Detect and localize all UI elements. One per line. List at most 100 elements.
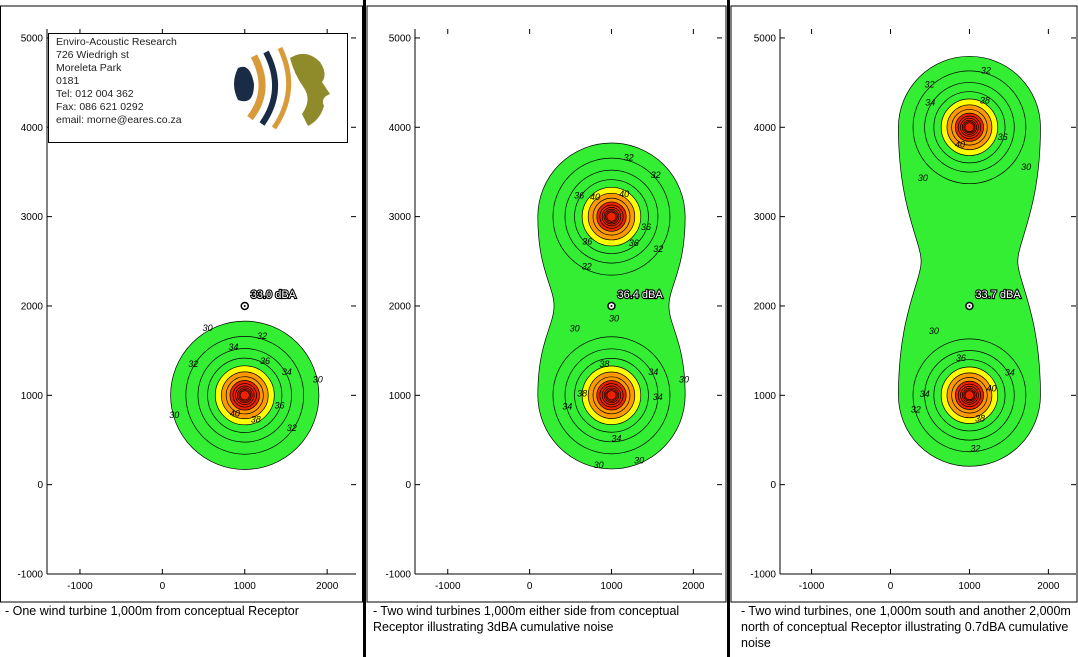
company-fax: Fax: 086 621 0292 [56,101,144,113]
receptor-center [968,304,971,307]
contour-label: 38 [599,359,609,369]
y-tick-label: 4000 [754,123,777,134]
x-tick-label: 1000 [234,581,257,592]
contour-label: 34 [228,342,238,352]
receptor-center [610,304,613,307]
contour-label: 38 [975,414,985,424]
company-logo [234,46,330,130]
panel-frame-2 [366,5,727,603]
contour-band-54 [239,390,250,401]
contour-label: 30 [313,374,323,384]
y-tick-label: 4000 [389,123,412,134]
contour-label: 36 [574,191,584,201]
contour-label: 38 [577,388,587,398]
y-tick-label: -1000 [17,570,43,581]
contour-label: 36 [582,236,592,246]
contour-label: 32 [582,262,592,272]
company-postcode: 0181 [56,75,80,87]
contour-band-54 [606,211,617,222]
panel-3: -1000 0 1000 2000 5000 4000 3000 2000 1000 0 -1000… [750,29,1076,592]
panel-frame-3 [730,5,1078,603]
contour-label: 32 [287,423,297,433]
panel-1-caption: - One wind turbine 1,000m from conceptua… [5,604,299,618]
contour-label: 34 [648,367,658,377]
y-tick-label: 3000 [21,212,44,223]
x-tick-label: 1000 [958,581,981,592]
contour-label: 30 [679,375,689,385]
y-tick-label: 3000 [754,212,777,223]
y-tick-label: -1000 [750,570,776,581]
panel-1: -1000 0 1000 2000 5000 4000 3000 2000 1000 0 -1000… [17,29,356,592]
contour-label: 40 [987,383,997,393]
y-tick-label: 1000 [21,391,44,402]
y-tick-label: 1000 [754,391,777,402]
panel-2-caption: - Two wind turbines 1,000m either side f… [373,604,680,634]
contour-label: 30 [929,326,939,336]
x-tick-label: 0 [160,581,166,592]
contour-label: 30 [634,456,644,466]
x-tick-label: -1000 [435,581,461,592]
contour-band-54 [964,390,975,401]
contour-label: 38 [980,96,990,106]
contour-label: 32 [257,331,267,341]
receptor-label: 33.7 dBA [975,289,1021,301]
y-tick-label: 2000 [389,301,412,312]
company-street: 726 Wiedrigh st [56,49,129,61]
y-tick-label: 0 [770,480,776,491]
contour-label: 36 [274,401,284,411]
company-info-box: Enviro-Acoustic Research 726 Wiedrigh st… [48,33,348,143]
x-tick-label: 0 [527,581,533,592]
contour-label: 30 [1021,162,1031,172]
y-tick-label: 5000 [754,33,777,44]
contour-label: 40 [590,192,600,202]
receptor-label: 33.0 dBA [251,289,297,301]
company-email: email: morne@eares.co.za [56,114,182,126]
contour-label: 32 [651,170,661,180]
contour-label: 34 [562,402,572,412]
contour-label: 40 [955,140,965,150]
y-tick-label: 0 [405,480,411,491]
company-suburb: Moreleta Park [56,62,122,74]
y-tick-label: 2000 [21,301,44,312]
contour-label: 30 [169,410,179,420]
company-tel: Tel: 012 004 362 [56,88,134,100]
x-tick-label: -1000 [799,581,825,592]
contour-label: 38 [251,415,261,425]
contour-label: 30 [609,314,619,324]
plot-area [898,55,1041,467]
contour-label: 32 [188,359,198,369]
contour-label: 32 [653,244,663,254]
receptor-label: 36.4 dBA [617,289,663,301]
y-tick-label: 2000 [754,301,777,312]
y-tick-label: 5000 [21,33,44,44]
contour-band-54 [964,122,975,133]
x-tick-label: 2000 [682,581,705,592]
x-tick-label: 1000 [600,581,623,592]
x-tick-label: -1000 [67,581,93,592]
contour-label: 34 [653,392,663,402]
contour-label: 36 [956,353,966,363]
contour-label: 36 [641,222,651,232]
contour-label: 32 [925,79,935,89]
y-tick-label: -1000 [385,570,411,581]
contour-label: 30 [918,173,928,183]
contour-label: 32 [981,65,991,75]
y-tick-label: 3000 [389,212,412,223]
contour-label: 32 [970,443,980,453]
contour-label: 34 [925,98,935,108]
y-tick-label: 5000 [389,33,412,44]
contour-label: 32 [624,153,634,163]
contour-label: 32 [911,405,921,415]
contour-label: 30 [203,323,213,333]
company-name: Enviro-Acoustic Research [56,36,177,48]
panel-frame-1 [0,5,363,603]
contour-label: 34 [611,434,621,444]
contour-label: 36 [629,238,639,248]
x-tick-label: 0 [888,581,894,592]
contour-label: 36 [998,132,1008,142]
contour-band-54 [606,390,617,401]
y-tick-label: 0 [37,480,43,491]
contour-label: 40 [230,409,240,419]
contour-label: 40 [619,189,629,199]
